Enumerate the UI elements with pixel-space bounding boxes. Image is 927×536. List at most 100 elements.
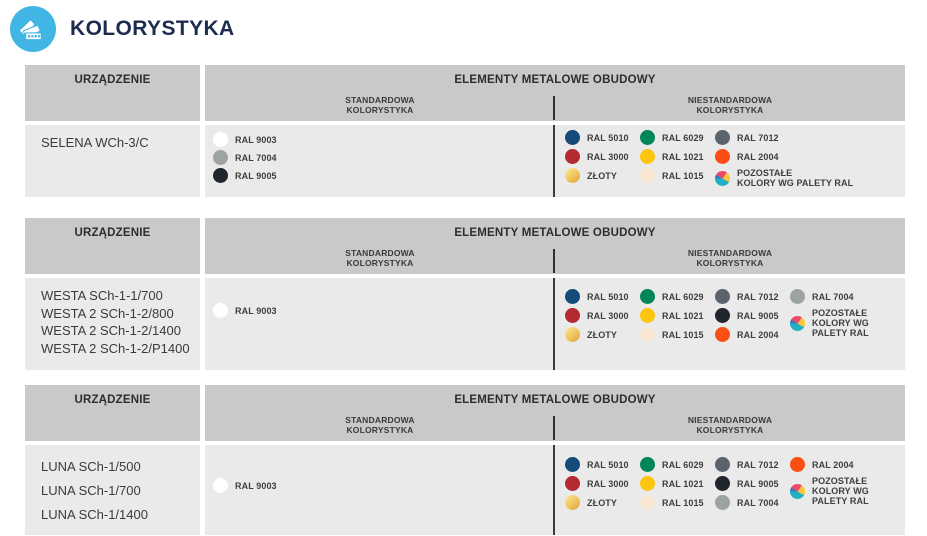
color-swatch: RAL 2004 [790,457,927,472]
color-dot [565,289,580,304]
standard-colors-list: RAL 9003 [213,478,277,493]
color-column: RAL 7012 RAL 9005 RAL 2004 [715,289,790,342]
color-dot [565,327,580,342]
metal-elements-header: ELEMENTY METALOWE OBUDOWY STANDARDOWA KO… [205,65,905,121]
color-label: RAL 9003 [235,134,277,145]
color-swatch-ral-palette: POZOSTAŁE KOLORY WG PALETY RAL [790,476,927,506]
color-dot [565,149,580,164]
device-name: LUNA SCh-1/500 [41,459,141,474]
color-label: RAL 5010 [587,132,629,143]
color-table-selena: URZĄDZENIE ELEMENTY METALOWE OBUDOWY STA… [25,65,905,197]
color-dot [715,476,730,491]
device-name: WESTA 2 SCh-1-2/P1400 [41,340,190,356]
color-label: POZOSTAŁE KOLORY WG PALETY RAL [737,168,854,188]
color-dot [640,130,655,145]
color-swatch: RAL 7012 [715,457,790,472]
color-swatch: RAL 1021 [640,149,715,164]
header-divider [553,96,555,120]
color-label: RAL 2004 [812,459,854,470]
color-label: RAL 1015 [662,170,704,181]
nonstandard-colors-header: NIESTANDARDOWA KOLORYSTYKA [687,95,773,115]
device-name: LUNA SCh-1/1400 [41,507,148,522]
color-swatch: RAL 6029 [640,130,715,145]
color-label: RAL 1015 [662,329,704,340]
standard-colors-list: RAL 9003 RAL 7004 RAL 9005 [213,132,277,183]
table-body: SELENA WCh-3/C RAL 9003 RAL 7004 RAL 900… [25,125,905,197]
color-swatch: RAL 5010 [565,457,640,472]
color-swatch: RAL 1021 [640,476,715,491]
color-column: RAL 2004 POZOSTAŁE KOLORY WG PALETY RAL [790,457,927,510]
color-table-westa: URZĄDZENIE ELEMENTY METALOWE OBUDOWY STA… [25,218,905,370]
color-swatch: RAL 6029 [640,289,715,304]
color-swatch: ZŁOTY [565,495,640,510]
table-body: LUNA SCh-1/500 LUNA SCh-1/700 LUNA SCh-1… [25,445,905,535]
standard-colors-list: RAL 9003 [213,303,277,318]
color-swatch: RAL 2004 [715,149,865,164]
color-swatch: RAL 7004 [790,289,927,304]
color-column: RAL 6029 RAL 1021 RAL 1015 [640,457,715,510]
color-swatch: RAL 9003 [213,303,277,318]
color-dot [213,150,228,165]
color-dot [213,168,228,183]
color-swatch: RAL 2004 [715,327,790,342]
nonstandard-colors-list: RAL 5010 RAL 3000 ZŁOTY RAL 6029 RAL 102… [565,130,865,188]
nonstandard-colors-list: RAL 5010 RAL 3000 ZŁOTY RAL 6029 RAL 102… [565,457,927,510]
color-label: RAL 6029 [662,291,704,302]
color-column: RAL 5010 RAL 3000 ZŁOTY [565,457,640,510]
color-swatch: RAL 3000 [565,308,640,323]
device-column-header: URZĄDZENIE [25,65,200,121]
sub-header-row: STANDARDOWA KOLORYSTYKA NIESTANDARDOWA K… [205,415,905,441]
color-swatch: RAL 1021 [640,308,715,323]
colors-cell: RAL 9003 RAL 5010 RAL 3000 ZŁOTY RAL 602… [205,278,905,370]
device-column-header: URZĄDZENIE [25,218,200,274]
page-title: KOLORYSTYKA [70,17,235,40]
color-dot [213,132,228,147]
device-name: WESTA 2 SCh-1-2/1400 [41,323,181,338]
color-dot [213,303,228,318]
color-label: RAL 6029 [662,132,704,143]
color-swatch: RAL 9003 [213,132,277,147]
color-label: RAL 7012 [737,459,779,470]
color-dot [565,476,580,491]
color-swatch: RAL 7012 [715,289,790,304]
color-swatch: RAL 7004 [715,495,790,510]
color-column: RAL 6029 RAL 1021 RAL 1015 [640,289,715,342]
color-label: ZŁOTY [587,170,617,181]
color-swatch-ral-palette: POZOSTAŁE KOLORY WG PALETY RAL [715,168,865,188]
header-divider [553,416,555,440]
color-dot [640,289,655,304]
device-column-header: URZĄDZENIE [25,385,200,441]
nonstandard-colors-list: RAL 5010 RAL 3000 ZŁOTY RAL 6029 RAL 102… [565,289,927,342]
color-label: RAL 7004 [737,497,779,508]
color-dot [715,289,730,304]
metal-elements-header: ELEMENTY METALOWE OBUDOWY STANDARDOWA KO… [205,385,905,441]
page-header: KOLORYSTYKA [10,6,235,52]
sub-header-row: STANDARDOWA KOLORYSTYKA NIESTANDARDOWA K… [205,248,905,274]
color-table-luna: URZĄDZENIE ELEMENTY METALOWE OBUDOWY STA… [25,385,905,535]
color-swatch: RAL 3000 [565,476,640,491]
nonstandard-colors-header: NIESTANDARDOWA KOLORYSTYKA [687,415,773,435]
colors-cell: RAL 9003 RAL 7004 RAL 9005 RAL 5010 RAL … [205,125,905,197]
device-name: LUNA SCh-1/700 [41,483,141,498]
color-dot [640,476,655,491]
color-label: RAL 9003 [235,480,277,491]
body-divider [553,278,555,370]
color-label: RAL 9005 [737,478,779,489]
nonstandard-colors-header: NIESTANDARDOWA KOLORYSTYKA [687,248,773,268]
color-label: RAL 7012 [737,291,779,302]
color-dot [640,149,655,164]
color-label: RAL 2004 [737,151,779,162]
color-dot [715,308,730,323]
color-label: RAL 1021 [662,478,704,489]
table-header: URZĄDZENIE ELEMENTY METALOWE OBUDOWY STA… [25,218,905,274]
device-name: WESTA 2 SCh-1-2/800 [41,305,174,321]
color-dot [715,495,730,510]
body-divider [553,445,555,535]
color-swatch: RAL 1015 [640,495,715,510]
color-dot [790,457,805,472]
ral-palette-pie-icon [790,315,805,331]
color-swatch: RAL 9005 [213,168,277,183]
table-header: URZĄDZENIE ELEMENTY METALOWE OBUDOWY STA… [25,65,905,121]
color-swatch: RAL 5010 [565,130,640,145]
color-label: RAL 6029 [662,459,704,470]
